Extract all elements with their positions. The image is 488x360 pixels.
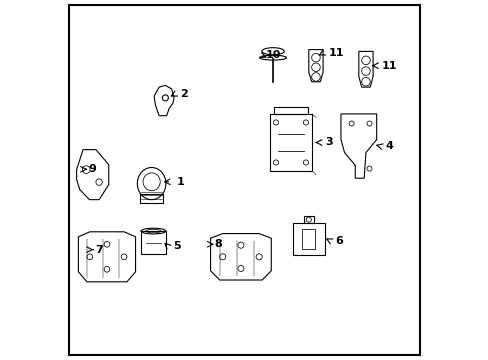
- Text: 4: 4: [385, 141, 393, 151]
- Bar: [273, 107, 307, 114]
- Text: 7: 7: [95, 245, 103, 255]
- Text: 2: 2: [180, 89, 187, 99]
- Text: 11: 11: [381, 61, 397, 71]
- Bar: [302, 229, 315, 249]
- Text: 3: 3: [324, 138, 332, 148]
- Bar: [141, 231, 165, 254]
- Text: 10: 10: [265, 50, 281, 60]
- Text: 9: 9: [88, 164, 96, 174]
- Bar: [304, 216, 313, 223]
- Text: 11: 11: [328, 48, 343, 58]
- Text: 5: 5: [173, 241, 180, 251]
- Text: 6: 6: [335, 236, 343, 246]
- Text: 1: 1: [176, 177, 184, 187]
- Bar: [292, 223, 324, 255]
- Bar: [140, 194, 163, 203]
- Bar: [269, 114, 312, 171]
- Text: 8: 8: [214, 239, 222, 249]
